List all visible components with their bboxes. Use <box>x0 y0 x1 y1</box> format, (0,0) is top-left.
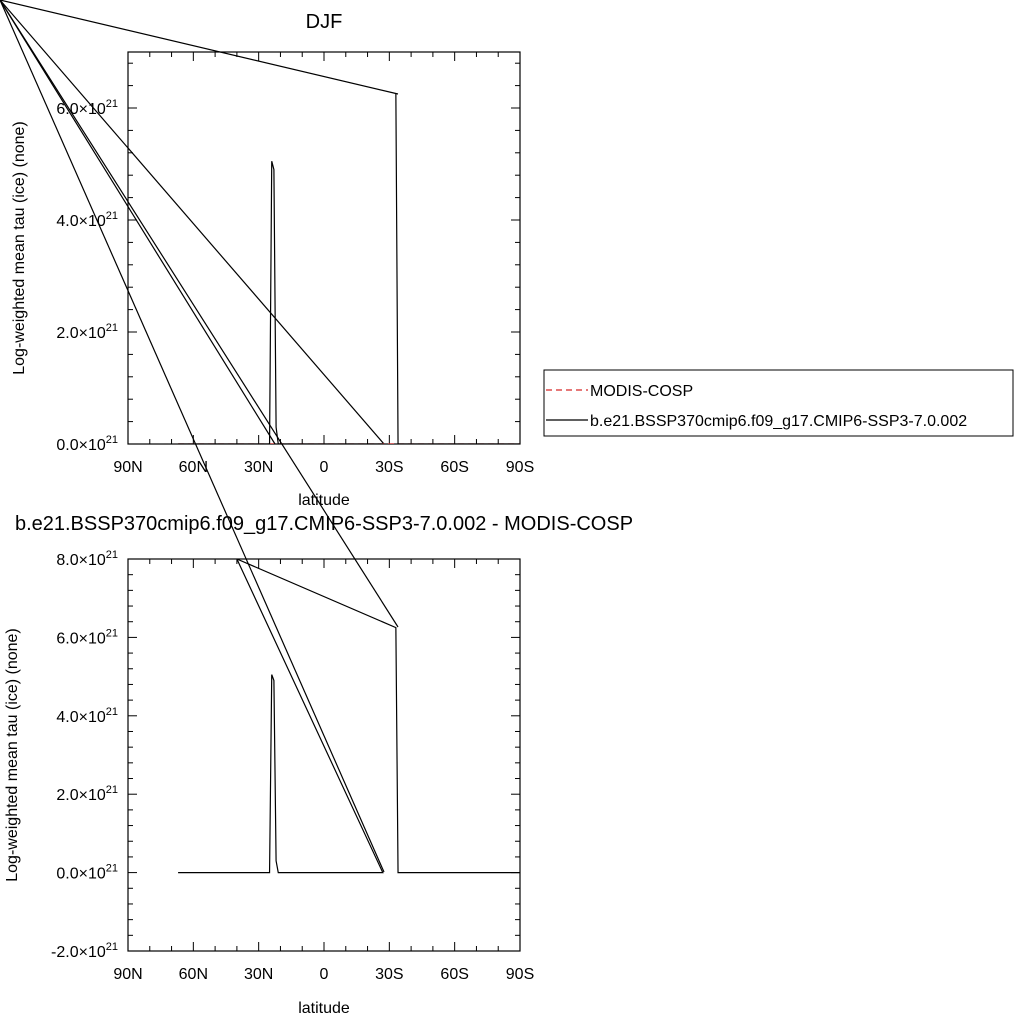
x-tick-label: 30N <box>244 966 273 983</box>
series-overflow-line <box>0 0 385 873</box>
x-tick-label: 90N <box>113 459 142 476</box>
y-tick-label: 4.0×1021 <box>56 210 118 230</box>
series-overflow-line <box>0 0 385 445</box>
x-tick-label: 60N <box>179 459 208 476</box>
overflow-lines <box>0 0 399 873</box>
legend-label: b.e21.BSSP370cmip6.f09_g17.CMIP6-SSP3-7.… <box>590 413 967 430</box>
x-axis-label: latitude <box>298 1000 350 1017</box>
plot-frame <box>127 51 521 445</box>
legend: MODIS-COSP b.e21.BSSP370cmip6.f09_g17.CMI… <box>543 369 1014 437</box>
plot-title: DJF <box>306 11 343 33</box>
x-tick-label: 30S <box>375 459 403 476</box>
series-line <box>178 161 383 444</box>
y-axis-label: Log-weighted mean tau (ice) (none) <box>4 628 21 881</box>
legend-label: MODIS-COSP <box>590 383 693 400</box>
y-tick-label: 2.0×1021 <box>56 784 118 804</box>
y-tick-label: 4.0×1021 <box>56 706 118 726</box>
y-tick-label: 6.0×1021 <box>56 98 118 118</box>
plot-title: b.e21.BSSP370cmip6.f09_g17.CMIP6-SSP3-7.… <box>15 513 633 535</box>
series-group <box>178 93 520 444</box>
x-tick-label: 30S <box>375 966 403 983</box>
x-tick-label: 60N <box>179 966 208 983</box>
series-line <box>178 559 520 874</box>
y-tick-label: 2.0×1021 <box>56 322 118 342</box>
x-tick-label: 0 <box>320 966 329 983</box>
y-tick-label: 0.0×1021 <box>56 863 118 883</box>
x-tick-label: 90S <box>506 459 534 476</box>
x-tick-label: 60S <box>440 966 468 983</box>
y-tick-label: -2.0×1021 <box>51 941 118 961</box>
series-overflow-line <box>0 0 399 95</box>
x-tick-label: 60S <box>440 459 468 476</box>
series-overflow-line <box>0 0 276 445</box>
x-tick-label: 0 <box>320 459 329 476</box>
x-tick-label: 90S <box>506 966 534 983</box>
series-line <box>395 93 520 444</box>
x-axis-label: latitude <box>298 492 350 509</box>
bottom-panel: b.e21.BSSP370cmip6.f09_g17.CMIP6-SSP3-7.… <box>4 513 633 1017</box>
y-tick-label: 8.0×1021 <box>56 549 118 569</box>
y-axis-label: Log-weighted mean tau (ice) (none) <box>11 121 28 374</box>
y-tick-label: 6.0×1021 <box>56 627 118 647</box>
x-tick-label: 30N <box>244 459 273 476</box>
series-overflow-line <box>0 0 399 628</box>
legend-frame <box>543 369 1014 437</box>
y-tick-label: 0.0×1021 <box>56 434 118 454</box>
plot-frame <box>127 558 521 952</box>
x-tick-label: 90N <box>113 966 142 983</box>
top-panel: DJF 90N 60N 30N 0 30S 60S 90S 0.0×1021 2.0×1021 4.… <box>11 11 534 509</box>
series-group <box>178 559 520 874</box>
